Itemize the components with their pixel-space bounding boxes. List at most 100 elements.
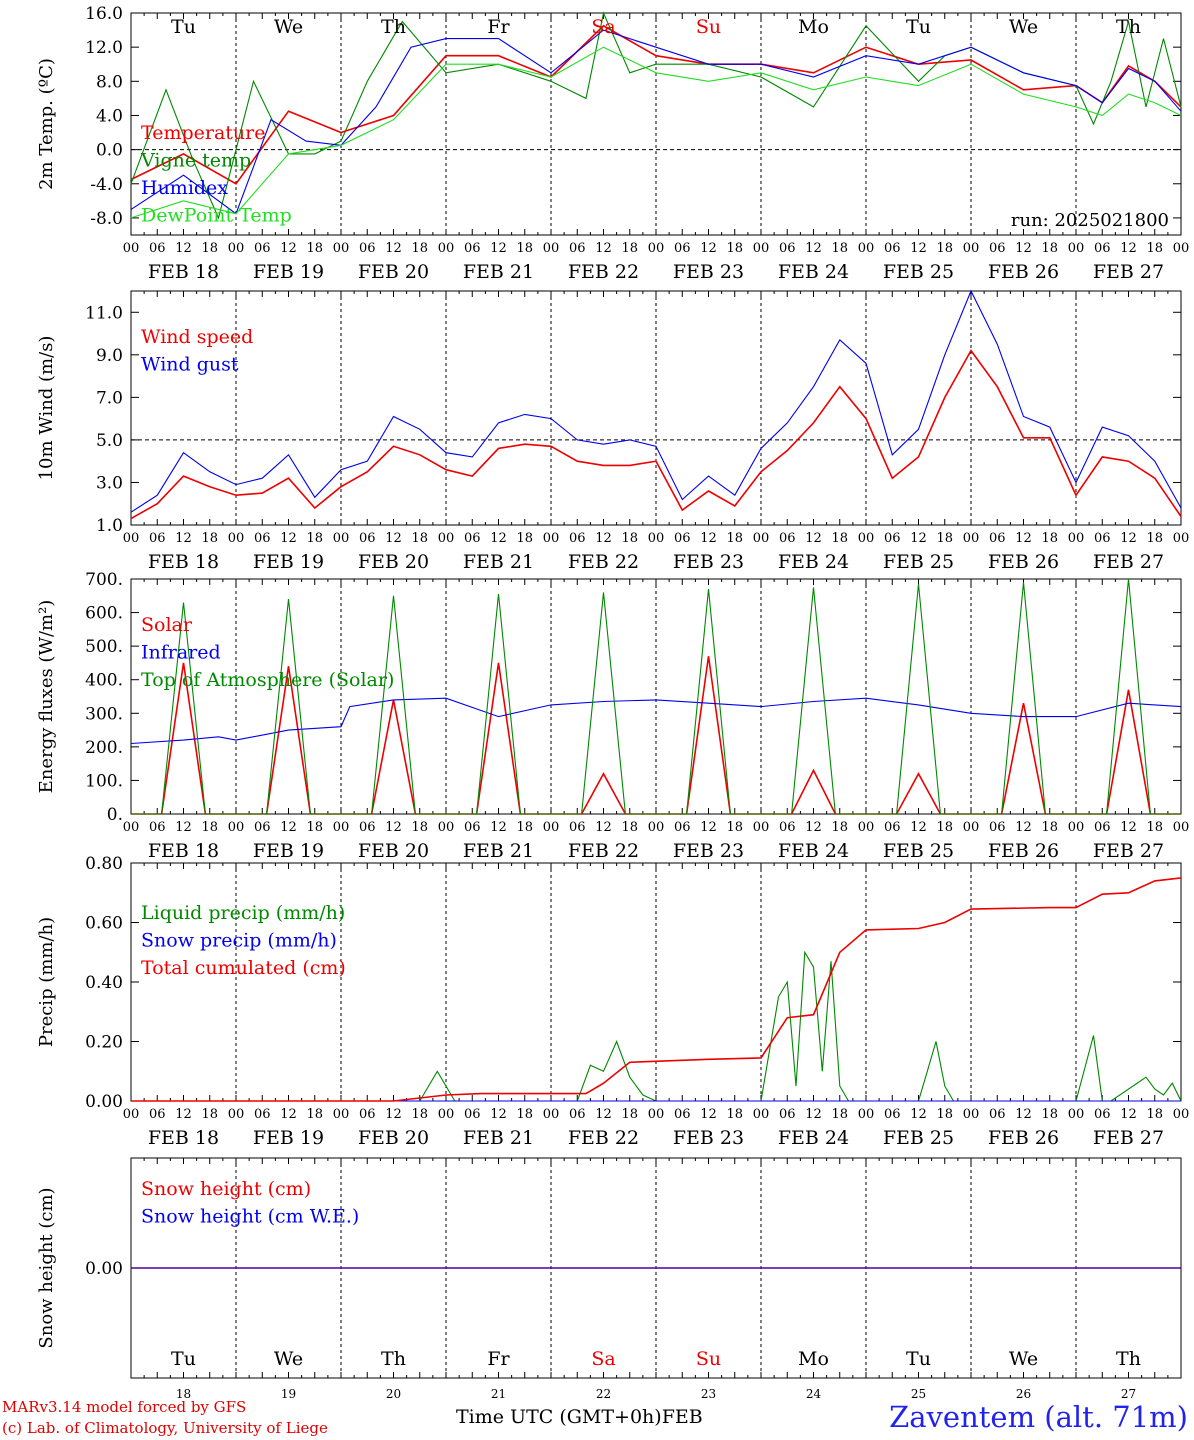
date-label: FEB 26	[988, 1127, 1059, 1149]
series-line	[130, 289, 1182, 513]
date-label: FEB 19	[253, 551, 324, 573]
hour-tick-label: 06	[884, 820, 901, 835]
hour-tick-label: 06	[1094, 820, 1111, 835]
hour-tick-label: 12	[385, 241, 402, 256]
date-label: FEB 21	[463, 551, 534, 573]
weekday-label: Fr	[487, 16, 510, 38]
hour-tick-label: 00	[333, 531, 350, 546]
hour-tick-label: 00	[753, 241, 770, 256]
hour-tick-label: 00	[1068, 820, 1085, 835]
hour-tick-label: 00	[228, 241, 245, 256]
hour-tick-label: 18	[1146, 1107, 1163, 1122]
date-label: FEB 21	[463, 261, 534, 283]
hour-tick-label: 06	[149, 531, 166, 546]
lab-credit: (c) Lab. of Climatology, University of L…	[2, 1419, 328, 1437]
hour-tick-label: 12	[700, 531, 717, 546]
hour-tick-label: 06	[884, 531, 901, 546]
hour-tick-label: 00	[543, 1107, 560, 1122]
hour-tick-label: 12	[175, 820, 192, 835]
weekday-label: Su	[696, 1348, 721, 1370]
series-line	[131, 877, 1182, 1102]
hour-tick-label: 12	[1120, 820, 1137, 835]
y-tick-label: 0.20	[85, 1033, 123, 1053]
hour-tick-label: 06	[569, 241, 586, 256]
day-number-label: 26	[1016, 1387, 1031, 1401]
hour-tick-label: 18	[1041, 820, 1058, 835]
date-label: FEB 27	[1093, 551, 1164, 573]
legend-entry: Wind gust	[141, 354, 239, 376]
hour-tick-label: 12	[1015, 531, 1032, 546]
hour-tick-label: 06	[149, 820, 166, 835]
date-label: FEB 24	[778, 1127, 849, 1149]
weekday-label: Sa	[591, 16, 615, 38]
y-tick-label: 9.0	[96, 346, 123, 366]
hour-tick-label: 18	[306, 531, 323, 546]
day-number-label: 27	[1121, 1387, 1136, 1401]
legend-entry: Snow precip (mm/h)	[141, 930, 337, 952]
hour-tick-label: 18	[726, 531, 743, 546]
hour-tick-label: 00	[438, 241, 455, 256]
hour-tick-label: 18	[306, 1107, 323, 1122]
hour-tick-label: 18	[306, 820, 323, 835]
weekday-label: Fr	[487, 1348, 510, 1370]
series-line	[130, 46, 1182, 219]
y-tick-label: 0.00	[85, 1259, 123, 1279]
y-tick-label: 300.	[85, 704, 123, 724]
legend-entry: Top of Atmosphere (Solar)	[141, 669, 394, 691]
hour-tick-label: 18	[621, 531, 638, 546]
hour-tick-label: 00	[438, 1107, 455, 1122]
hour-tick-label: 00	[1068, 531, 1085, 546]
hour-tick-label: 18	[201, 241, 218, 256]
hour-tick-label: 00	[753, 1107, 770, 1122]
hour-tick-label: 06	[989, 820, 1006, 835]
hour-tick-label: 12	[385, 531, 402, 546]
date-label: FEB 19	[253, 840, 324, 862]
y-tick-label: 600.	[85, 604, 123, 624]
hour-tick-label: 18	[1041, 531, 1058, 546]
date-label: FEB 23	[673, 1127, 744, 1149]
date-label: FEB 18	[148, 1127, 219, 1149]
hour-tick-label: 00	[438, 531, 455, 546]
date-label: FEB 22	[568, 551, 639, 573]
legend-entry: Temperature	[141, 122, 265, 144]
date-label: FEB 26	[988, 551, 1059, 573]
hour-tick-label: 12	[1015, 241, 1032, 256]
hour-tick-label: 06	[674, 241, 691, 256]
hour-tick-label: 06	[674, 1107, 691, 1122]
hour-tick-label: 06	[1094, 1107, 1111, 1122]
y-tick-label: 3.0	[96, 473, 123, 493]
date-label: FEB 25	[883, 261, 954, 283]
hour-tick-label: 00	[1068, 241, 1085, 256]
date-label: FEB 23	[673, 840, 744, 862]
hour-tick-label: 06	[359, 241, 376, 256]
hour-tick-label: 12	[490, 531, 507, 546]
hour-tick-label: 18	[516, 241, 533, 256]
hour-tick-label: 00	[123, 531, 140, 546]
hour-tick-label: 12	[595, 1107, 612, 1122]
hour-tick-label: 12	[910, 241, 927, 256]
hour-tick-label: 12	[490, 820, 507, 835]
y-axis-label: Snow height (cm)	[36, 1187, 57, 1348]
hour-tick-label: 12	[595, 820, 612, 835]
hour-tick-label: 00	[963, 531, 980, 546]
legend-entry: Wind speed	[141, 326, 253, 348]
hour-tick-label: 18	[831, 820, 848, 835]
y-tick-label: 0.0	[96, 141, 123, 161]
weekday-label: We	[274, 16, 303, 38]
hour-tick-label: 12	[910, 1107, 927, 1122]
date-label: FEB 18	[148, 551, 219, 573]
date-label: FEB 26	[988, 840, 1059, 862]
series-line	[130, 29, 1182, 215]
day-number-label: 18	[176, 1387, 191, 1401]
hour-tick-label: 06	[989, 241, 1006, 256]
hour-tick-label: 06	[254, 1107, 271, 1122]
hour-tick-label: 12	[910, 531, 927, 546]
y-tick-label: 700.	[85, 570, 123, 590]
hour-tick-label: 00	[648, 820, 665, 835]
weekday-label: Tu	[171, 16, 196, 38]
legend-entry: Solar	[141, 614, 193, 636]
y-tick-label: -4.0	[90, 175, 123, 195]
hour-tick-label: 00	[1173, 531, 1190, 546]
hour-tick-label: 06	[569, 531, 586, 546]
hour-tick-label: 00	[228, 531, 245, 546]
